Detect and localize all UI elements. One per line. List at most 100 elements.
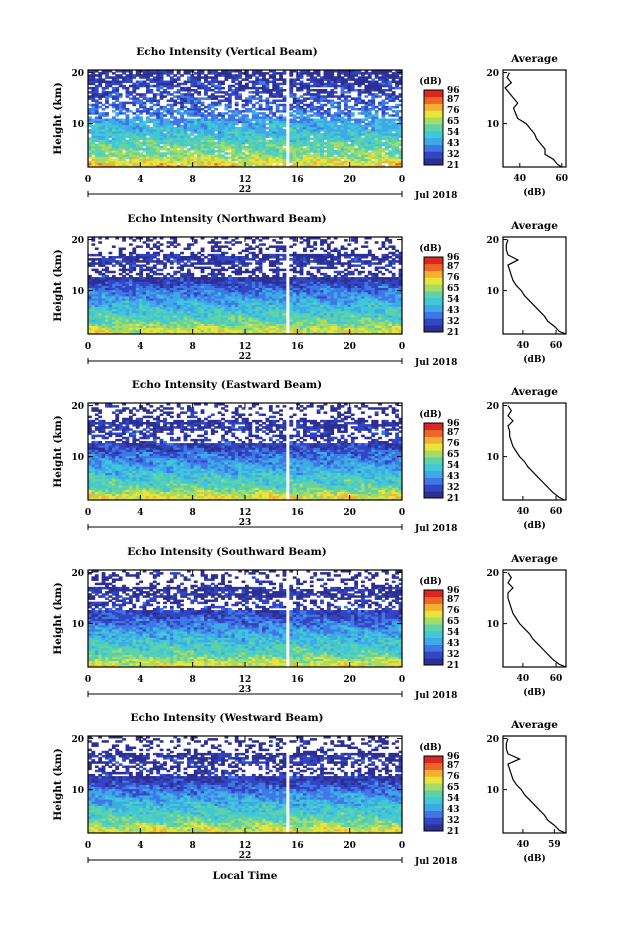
heatmap-cell (381, 122, 386, 126)
heatmap-cell (108, 154, 113, 157)
heatmap-cell (111, 162, 116, 166)
heatmap-cell (279, 72, 283, 75)
heatmap-cell (262, 143, 266, 147)
heatmap-cell (214, 158, 219, 162)
heatmap-cell (337, 152, 341, 155)
heatmap-cell (173, 154, 178, 157)
heatmap-cell (265, 150, 270, 153)
heatmap-cell (340, 126, 345, 130)
heatmap-cell (214, 120, 219, 124)
heatmap-cell (296, 154, 301, 157)
heatmap-cell (231, 88, 236, 92)
heatmap (88, 70, 403, 168)
heatmap-cell (350, 133, 355, 136)
heatmap-cell (200, 101, 205, 105)
heatmap-cell (309, 141, 314, 145)
heatmap-cell (391, 91, 396, 94)
heatmap-cell (231, 160, 236, 164)
colorbar-tick-label: 87 (447, 95, 460, 105)
heatmap-cell (111, 95, 116, 98)
heatmap-cell (248, 118, 253, 122)
heatmap-cell (272, 112, 277, 115)
heatmap-cell (395, 148, 399, 151)
heatmap-cell (186, 154, 191, 157)
heatmap-cell (245, 118, 249, 122)
heatmap-cell (330, 99, 335, 103)
heatmap-cell (395, 133, 399, 136)
heatmap-cell (163, 156, 167, 159)
heatmap-cell (316, 105, 321, 109)
heatmap-cell (207, 120, 212, 124)
heatmap-cell (111, 124, 116, 128)
heatmap-cell (323, 110, 328, 113)
heatmap-cell (163, 120, 167, 124)
heatmap (88, 237, 403, 335)
heatmap-cell (186, 76, 191, 79)
heatmap-cell (371, 126, 376, 130)
heatmap-cell (207, 145, 212, 149)
heatmap-cell (186, 160, 191, 164)
heatmap-cell (330, 152, 335, 155)
heatmap-cell (186, 135, 191, 138)
heatmap-cell (166, 152, 171, 155)
heatmap-cell (176, 95, 181, 98)
heatmap-cell (142, 120, 147, 124)
heatmap-cell (111, 137, 116, 140)
heatmap-cell (333, 116, 338, 119)
heatmap-cell (292, 164, 297, 168)
heatmap-cell (347, 120, 352, 124)
heatmap-cell (343, 78, 348, 81)
heatmap-cell (374, 160, 379, 164)
heatmap-cell (115, 137, 120, 140)
heatmap-cell (88, 118, 92, 122)
heatmap-cell (159, 112, 164, 115)
heatmap-cell (156, 114, 161, 117)
heatmap-cell (381, 141, 386, 145)
heatmap-cell (105, 156, 109, 159)
heatmap-cell (156, 164, 161, 168)
heatmap-cell (149, 133, 154, 136)
heatmap-cell (378, 148, 382, 151)
heatmap-cell (152, 148, 157, 151)
heatmap-cell (149, 164, 154, 168)
heatmap-cell (173, 118, 178, 122)
heatmap-cell (200, 107, 205, 111)
heatmap-cell (289, 148, 294, 151)
heatmap-cell (272, 152, 277, 155)
heatmap-cell (125, 122, 130, 126)
heatmap-cell (105, 141, 109, 145)
heatmap-cell (91, 137, 96, 140)
heatmap-cell (378, 76, 382, 79)
heatmap-cell (176, 126, 181, 130)
heatmap-cell (197, 126, 202, 130)
heatmap-cell (316, 158, 321, 162)
heatmap-cell (115, 103, 120, 107)
heatmap-cell (115, 118, 120, 122)
heatmap-cell (204, 84, 208, 88)
heatmap-cell (391, 86, 396, 90)
heatmap-cell (357, 131, 362, 134)
heatmap-cell (118, 150, 123, 153)
heatmap-cell (326, 156, 331, 159)
heatmap-cell (296, 97, 301, 100)
heatmap-cell (337, 135, 341, 138)
heatmap-cell (234, 122, 239, 126)
heatmap-cell (265, 139, 270, 143)
heatmap-cell (350, 137, 355, 140)
heatmap-cell (292, 110, 297, 113)
heatmap-cell (186, 114, 191, 117)
heatmap-cell (169, 152, 174, 155)
heatmap-cell (94, 129, 99, 132)
heatmap-cell (214, 95, 219, 98)
heatmap-cell (313, 162, 318, 166)
heatmap-cell (337, 141, 341, 145)
heatmap-cell (364, 133, 369, 136)
heatmap-cell (173, 145, 178, 149)
heatmap-cell (111, 143, 116, 147)
heatmap-cell (234, 158, 239, 162)
heatmap-cell (395, 118, 399, 122)
heatmap-cell (347, 105, 352, 109)
heatmap-cell (122, 141, 126, 145)
heatmap-cell (292, 78, 297, 81)
heatmap-cell (125, 141, 130, 145)
